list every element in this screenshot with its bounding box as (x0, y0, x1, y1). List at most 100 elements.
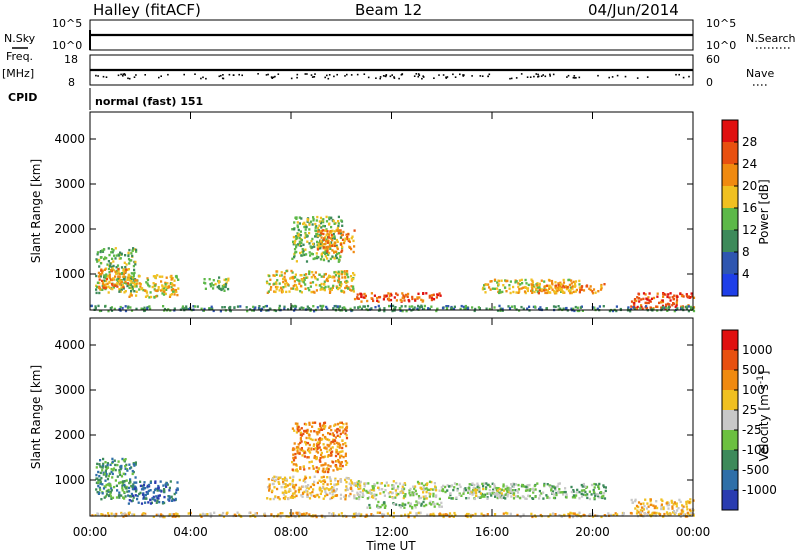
velocity-cell (430, 503, 432, 505)
power-cell (378, 305, 380, 307)
power-cell (112, 260, 114, 262)
power-cell (288, 290, 290, 292)
x-tick-label: 20:00 (575, 525, 610, 539)
power-cell (354, 298, 356, 300)
x-tick-label: 04:00 (173, 525, 208, 539)
power-cell (639, 307, 641, 309)
power-cell (285, 270, 287, 272)
velocity-cell (97, 481, 99, 483)
power-cell (100, 269, 102, 271)
velocity-cell (333, 425, 335, 427)
velocity-cell (324, 495, 326, 497)
velocity-cell (429, 495, 431, 497)
power-cell (329, 242, 331, 244)
nave-dot (120, 74, 122, 76)
power-cell (341, 225, 343, 227)
power-cell (508, 284, 510, 286)
velocity-cell (122, 489, 124, 491)
x-tick-label: 12:00 (374, 525, 409, 539)
power-cell (171, 282, 173, 284)
velocity-cell (323, 422, 325, 424)
velocity-cell (128, 464, 130, 466)
velocity-cell (268, 489, 270, 491)
power-cell (312, 223, 314, 225)
velocity-cell (377, 501, 379, 503)
velocity-cell (169, 513, 171, 515)
power-colorbar: 481216202428 (722, 120, 757, 296)
velocity-cell (644, 499, 646, 501)
power-cell (326, 216, 328, 218)
power-cell (497, 280, 499, 282)
velocity-cell (499, 494, 501, 496)
velocity-cell (417, 481, 419, 483)
velocity-cell (547, 483, 549, 485)
nave-dot (241, 75, 243, 77)
velocity-cell (358, 498, 360, 500)
power-cell (98, 272, 100, 274)
nave-dot (97, 75, 99, 77)
velocity-cell (296, 513, 298, 515)
nave-dot (200, 78, 202, 80)
power-cell (138, 275, 140, 277)
power-cell (111, 283, 113, 285)
nave-dot (296, 77, 298, 79)
velocity-cell (339, 422, 341, 424)
velocity-cell (112, 461, 114, 463)
velocity-cell (284, 498, 286, 500)
nave-dot (144, 74, 146, 76)
power-cell (144, 289, 146, 291)
velocity-cell (291, 461, 293, 463)
velocity-cell (102, 463, 104, 465)
velocity-cell (576, 489, 578, 491)
power-cell (98, 292, 100, 294)
power-cell (360, 296, 362, 298)
power-cell (630, 305, 632, 307)
power-cell (134, 283, 136, 285)
power-cell (293, 236, 295, 238)
power-cell (338, 258, 340, 260)
power-cell (313, 246, 315, 248)
power-cell (383, 307, 385, 309)
power-cell (172, 288, 174, 290)
velocity-cell (100, 513, 102, 515)
nave-dot (575, 77, 577, 79)
velocity-cell (289, 477, 291, 479)
velocity-cell (148, 484, 150, 486)
power-cell (334, 257, 336, 259)
power-cell (445, 305, 447, 307)
power-cell (411, 305, 413, 307)
power-cell (156, 274, 158, 276)
x-axis-label: Time UT (365, 539, 416, 553)
nave-dot (455, 76, 457, 78)
velocity-cell (381, 513, 383, 515)
power-cell (211, 306, 213, 308)
velocity-cell (299, 442, 301, 444)
velocity-cell (469, 483, 471, 485)
velocity-cell (96, 512, 98, 514)
power-cell (163, 293, 165, 295)
velocity-cell (496, 492, 498, 494)
nsky-tick-lo: 10^0 (52, 39, 82, 52)
power-cell (107, 283, 109, 285)
velocity-cell (326, 476, 328, 478)
velocity-cell (296, 450, 298, 452)
power-cell (328, 236, 330, 238)
velocity-cell (321, 476, 323, 478)
power-cell (414, 299, 416, 301)
velocity-cell (345, 445, 347, 447)
power-cell (299, 242, 301, 244)
power-cell (666, 307, 668, 309)
velocity-cell (340, 481, 342, 483)
velocity-cell (377, 507, 379, 509)
velocity-cell (338, 461, 340, 463)
power-cell (360, 300, 362, 302)
power-cell (436, 296, 438, 298)
velocity-cell (595, 483, 597, 485)
velocity-cell (601, 496, 603, 498)
nave-dot (312, 76, 314, 78)
power-cell (312, 216, 314, 218)
velocity-cell (519, 497, 521, 499)
velocity-cell (153, 498, 155, 500)
power-cell (339, 305, 341, 307)
power-ytick-label: 2000 (54, 222, 85, 236)
